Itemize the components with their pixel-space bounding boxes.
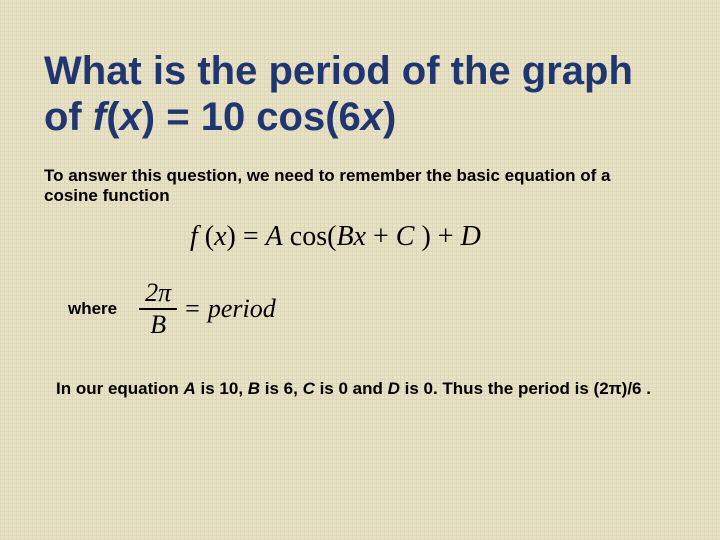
title-line-1: What is the period of the graph: [44, 48, 676, 94]
eq-close: ): [227, 221, 243, 252]
title-fx-x: x: [120, 95, 142, 139]
period-formula-row: where 2π B = period: [68, 278, 276, 340]
concl-A: A: [184, 379, 196, 398]
concl-t4: is 0. Thus the period is (2π)/6 .: [400, 379, 651, 398]
concl-t3: is 0 and: [315, 379, 388, 398]
concl-prefix: In our equation: [56, 379, 184, 398]
eq-plus: +: [373, 221, 396, 252]
title-paren-close: ): [142, 95, 155, 139]
eq-B: B: [336, 221, 353, 252]
title-line-2: of f(x) = 10 cos(6x): [44, 94, 676, 140]
title-prefix: of: [44, 95, 93, 139]
slide-title: What is the period of the graph of f(x) …: [44, 48, 676, 140]
equals-sign: =: [185, 294, 200, 324]
title-fx-x2: x: [361, 95, 383, 139]
eq-close2: ) +: [414, 221, 460, 252]
where-label: where: [68, 299, 117, 319]
equation-text: f (x) = A cos(Bx + C ) + D: [190, 221, 481, 252]
concl-C: C: [303, 379, 315, 398]
eq-x2: x: [354, 221, 373, 252]
period-word: period: [208, 294, 276, 324]
eq-C: C: [396, 221, 415, 252]
title-end: ): [383, 95, 396, 139]
concl-B: B: [248, 379, 260, 398]
fraction-denominator: B: [144, 310, 172, 340]
slide: What is the period of the graph of f(x) …: [0, 0, 720, 540]
intro-text: To answer this question, we need to reme…: [44, 166, 644, 207]
fraction-numerator: 2π: [139, 278, 177, 308]
eq-x: x: [214, 221, 226, 252]
eq-f: f: [190, 221, 198, 252]
eq-A: A: [266, 221, 283, 252]
eq-cos: cos(: [283, 221, 337, 252]
concl-t2: is 6,: [260, 379, 303, 398]
general-cosine-equation: f (x) = A cos(Bx + C ) + D: [190, 221, 481, 253]
eq-equals: =: [243, 221, 266, 252]
concl-D: D: [388, 379, 400, 398]
title-rest: = 10 cos(6: [155, 95, 361, 139]
concl-t1: is 10,: [196, 379, 248, 398]
title-paren-open: (: [106, 95, 119, 139]
period-fraction: 2π B: [139, 278, 177, 340]
eq-open: (: [198, 221, 214, 252]
eq-D: D: [461, 221, 481, 252]
conclusion-text: In our equation A is 10, B is 6, C is 0 …: [56, 378, 651, 399]
title-fx-f: f: [93, 95, 106, 139]
